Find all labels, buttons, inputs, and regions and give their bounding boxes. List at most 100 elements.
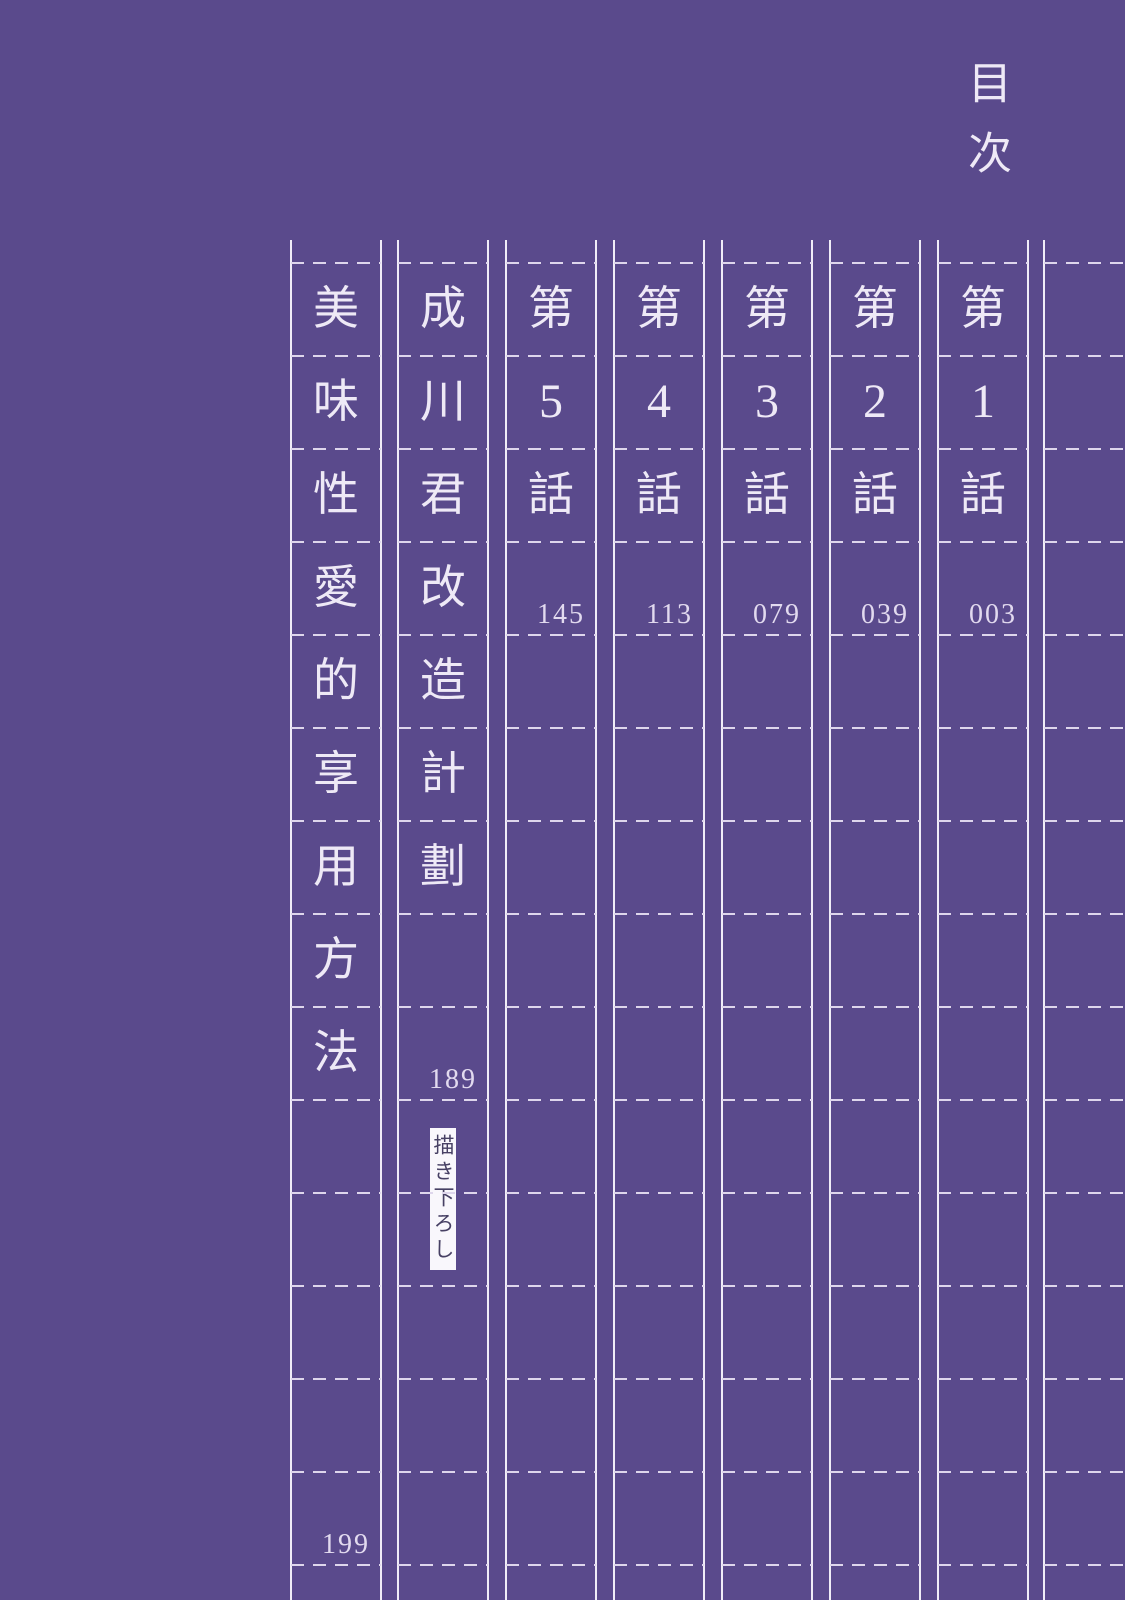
dashed-grid-line xyxy=(1044,1471,1125,1473)
dashed-grid-line xyxy=(938,1099,1028,1101)
dashed-grid-line xyxy=(506,541,596,543)
dashed-grid-line xyxy=(398,1564,488,1566)
dashed-grid-line xyxy=(291,1564,381,1566)
dashed-grid-line xyxy=(506,1099,596,1101)
dashed-grid-line xyxy=(291,1285,381,1287)
toc-column-bonus-1: 成 川 君 改 造 計 劃 189 描き下ろし xyxy=(397,240,489,1600)
dashed-grid-line xyxy=(506,1285,596,1287)
dashed-grid-line xyxy=(1044,1006,1125,1008)
dashed-grid-line xyxy=(398,1099,488,1101)
toc-column-ch2: 第 2 話 039 xyxy=(829,240,921,1600)
dashed-grid-line xyxy=(398,1285,488,1287)
dashed-grid-line xyxy=(722,727,812,729)
chapter-number: 2 xyxy=(863,375,887,428)
dashed-grid-line xyxy=(830,634,920,636)
dashed-grid-line xyxy=(614,1285,704,1287)
title-char: 愛 xyxy=(313,562,359,613)
dashed-grid-line xyxy=(614,1006,704,1008)
page-number: 145 xyxy=(537,599,585,630)
title-char: 第 xyxy=(636,283,682,334)
dashed-grid-line xyxy=(506,913,596,915)
dashed-grid-line xyxy=(614,1564,704,1566)
dashed-grid-line xyxy=(398,1006,488,1008)
dashed-grid-line xyxy=(614,913,704,915)
chapter-number: 5 xyxy=(539,375,563,428)
dashed-grid-line xyxy=(722,1285,812,1287)
title-char: 味 xyxy=(313,376,359,427)
dashed-grid-line xyxy=(1044,1192,1125,1194)
dashed-grid-line xyxy=(506,727,596,729)
dashed-grid-line xyxy=(830,913,920,915)
dashed-grid-line xyxy=(722,1378,812,1380)
dashed-grid-line xyxy=(506,1192,596,1194)
dashed-grid-line xyxy=(614,820,704,822)
page-number: 079 xyxy=(753,599,801,630)
dashed-grid-line xyxy=(830,541,920,543)
dashed-grid-line xyxy=(614,1471,704,1473)
dashed-grid-line xyxy=(614,1378,704,1380)
dashed-grid-line xyxy=(506,1378,596,1380)
page-title: 目次 xyxy=(961,60,1010,200)
dashed-grid-line xyxy=(938,1471,1028,1473)
dashed-grid-line xyxy=(830,1471,920,1473)
title-char: 美 xyxy=(313,283,359,334)
title-char: 第 xyxy=(852,283,898,334)
chapter-number: 1 xyxy=(971,375,995,428)
title-char: 成 xyxy=(420,283,466,334)
dashed-grid-line xyxy=(722,1564,812,1566)
dashed-grid-line xyxy=(614,541,704,543)
dashed-grid-line xyxy=(1044,820,1125,822)
title-char: 造 xyxy=(420,655,466,706)
dashed-grid-line xyxy=(398,913,488,915)
dashed-grid-line xyxy=(938,1192,1028,1194)
dashed-grid-line xyxy=(1044,913,1125,915)
dashed-grid-line xyxy=(938,820,1028,822)
dashed-grid-line xyxy=(830,820,920,822)
title-char: 性 xyxy=(313,469,359,520)
toc-column-bonus-2: 美 味 性 愛 的 享 用 方 法 199 xyxy=(290,240,382,1600)
page-number: 199 xyxy=(322,1529,370,1560)
toc-column-empty xyxy=(1043,240,1125,1600)
dashed-grid-line xyxy=(398,1378,488,1380)
dashed-grid-line xyxy=(506,634,596,636)
dashed-grid-line xyxy=(506,820,596,822)
dashed-grid-line xyxy=(938,1285,1028,1287)
dashed-grid-line xyxy=(938,913,1028,915)
title-char: 第 xyxy=(744,283,790,334)
dashed-grid-line xyxy=(1044,1099,1125,1101)
title-char: 法 xyxy=(313,1027,359,1078)
newly-drawn-badge: 描き下ろし xyxy=(430,1128,456,1270)
title-char: 話 xyxy=(960,469,1006,520)
dashed-grid-line xyxy=(938,727,1028,729)
title-char: 享 xyxy=(313,748,359,799)
page-number: 003 xyxy=(969,599,1017,630)
dashed-grid-line xyxy=(722,1006,812,1008)
dashed-grid-line xyxy=(506,1471,596,1473)
title-char: 話 xyxy=(852,469,898,520)
dashed-grid-line xyxy=(938,634,1028,636)
dashed-grid-line xyxy=(1044,1564,1125,1566)
title-char: 川 xyxy=(420,376,466,427)
dashed-grid-line xyxy=(614,1099,704,1101)
title-char: 君 xyxy=(420,469,466,520)
dashed-grid-line xyxy=(291,1378,381,1380)
dashed-grid-line xyxy=(1044,1285,1125,1287)
dashed-grid-line xyxy=(830,1285,920,1287)
dashed-grid-line xyxy=(1044,727,1125,729)
dashed-grid-line xyxy=(291,1192,381,1194)
title-char: 話 xyxy=(636,469,682,520)
page-number: 039 xyxy=(861,599,909,630)
dashed-grid-line xyxy=(830,1099,920,1101)
chapter-number: 4 xyxy=(647,375,671,428)
page-number: 113 xyxy=(646,599,693,630)
chapter-number: 3 xyxy=(755,375,779,428)
toc-column-ch5: 第 5 話 145 xyxy=(505,240,597,1600)
dashed-grid-line xyxy=(506,1006,596,1008)
dashed-grid-line xyxy=(1044,1378,1125,1380)
newly-drawn-badge-label: 描き下ろし xyxy=(431,1134,455,1264)
dashed-grid-line xyxy=(722,541,812,543)
toc-column-ch4: 第 4 話 113 xyxy=(613,240,705,1600)
dashed-grid-line xyxy=(398,1471,488,1473)
title-char: 改 xyxy=(420,562,466,613)
